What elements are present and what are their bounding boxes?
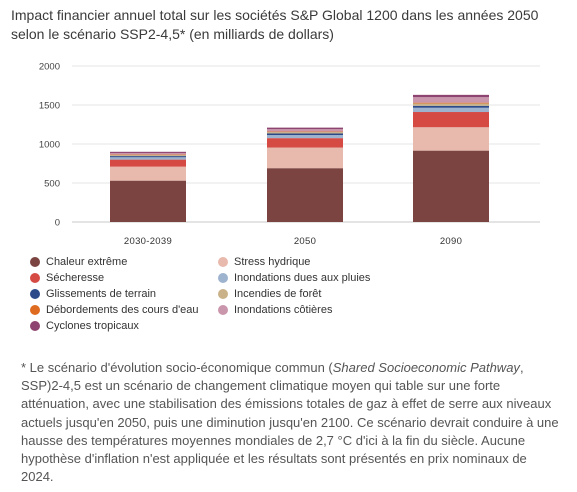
legend-swatch	[30, 305, 40, 315]
bar-segment	[110, 154, 186, 157]
bar-segment	[267, 131, 343, 134]
legend-swatch	[30, 257, 40, 267]
chart-title: Impact financier annuel total sur les so…	[11, 7, 539, 42]
bar-segment	[413, 150, 489, 222]
legend-item: Chaleur extrême	[30, 256, 127, 268]
bar-segment	[110, 156, 186, 158]
bar-segment	[110, 159, 186, 167]
bar-segment	[267, 127, 343, 130]
bar-segment	[110, 157, 186, 160]
legend-label: Chaleur extrême	[46, 256, 128, 268]
legend-label: Inondations côtières	[234, 304, 333, 316]
bar-segment	[413, 97, 489, 103]
bar-segment	[267, 135, 343, 139]
legend-item: Cyclones tropicaux	[30, 320, 139, 332]
bar-segment	[110, 152, 186, 155]
y-tick-label: 1000	[39, 140, 60, 151]
footnote: * Le scénario d'évolution socio-économiq…	[21, 359, 561, 486]
y-axis: 0 500 1000 1500 2000	[39, 62, 60, 229]
x-axis: 2030-2039 2050 2090	[124, 236, 462, 247]
footnote-suffix: , SSP)2-4,5 est un scénario de changemen…	[21, 360, 559, 485]
legend-swatch	[30, 321, 40, 331]
legend-item: Débordements des cours d'eau	[30, 304, 199, 316]
legend-item: Glissements de terrain	[30, 288, 156, 300]
legend-item: Stress hydrique	[218, 256, 310, 268]
bar-segment	[267, 133, 343, 136]
legend-item: Inondations dues aux pluies	[218, 272, 370, 284]
legend-item: Incendies de forêt	[218, 288, 321, 300]
x-tick-label: 2090	[440, 236, 462, 247]
y-tick-label: 500	[44, 179, 60, 190]
footnote-italic: Shared Socioeconomic Pathway	[332, 360, 520, 375]
x-tick-label: 2030-2039	[124, 236, 172, 247]
y-tick-label: 0	[55, 218, 60, 229]
legend-label: Glissements de terrain	[46, 288, 157, 300]
bar-segment	[110, 166, 186, 181]
bar-segment	[267, 147, 343, 169]
footnote-prefix: * Le scénario d'évolution socio-économiq…	[21, 360, 333, 375]
legend-swatch	[30, 289, 40, 299]
bar-segment	[267, 168, 343, 222]
bar-segment	[413, 127, 489, 151]
bar-segment	[413, 112, 489, 128]
stacked-bar-chart: 0 500 1000 1500 2000 2030-2039 2050 2090	[39, 62, 540, 247]
legend-swatch	[218, 289, 228, 299]
y-tick-label: 1500	[39, 101, 60, 112]
bar-segment	[267, 129, 343, 132]
legend-label: Incendies de forêt	[234, 288, 322, 300]
legend-swatch	[30, 273, 40, 283]
bar-segment	[110, 180, 186, 222]
bar-segment	[413, 107, 489, 113]
x-tick-label: 2050	[294, 236, 316, 247]
bar-segment	[413, 105, 489, 108]
legend-swatch	[218, 257, 228, 267]
legend-swatch	[218, 273, 228, 283]
bars	[110, 94, 489, 222]
bar-segment	[413, 102, 489, 104]
y-tick-label: 2000	[39, 62, 60, 73]
legend-label: Sécheresse	[46, 272, 105, 284]
bar-segment	[110, 151, 186, 153]
bar-segment	[413, 103, 489, 106]
legend-label: Inondations dues aux pluies	[234, 272, 371, 284]
legend-label: Cyclones tropicaux	[46, 320, 139, 332]
legend-swatch	[218, 305, 228, 315]
legend-label: Stress hydrique	[234, 256, 311, 268]
bar-segment	[413, 94, 489, 98]
bar-segment	[267, 138, 343, 148]
legend-item: Inondations côtières	[218, 304, 332, 316]
legend-label: Débordements des cours d'eau	[46, 304, 199, 316]
legend-item: Sécheresse	[30, 272, 104, 284]
